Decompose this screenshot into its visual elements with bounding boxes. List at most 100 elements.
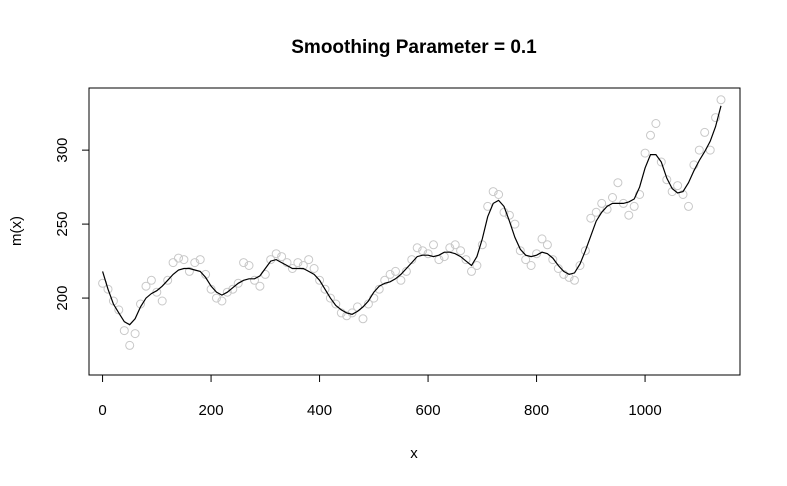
data-point <box>542 240 552 250</box>
data-point <box>336 308 346 318</box>
data-point <box>157 296 167 306</box>
x-tick-label: 200 <box>199 402 224 419</box>
data-point <box>694 145 704 155</box>
y-axis-label: m(x) <box>8 216 25 246</box>
data-point <box>597 198 607 208</box>
data-point <box>656 157 666 167</box>
x-tick-label: 1000 <box>628 402 661 419</box>
x-axis-label: x <box>410 445 418 462</box>
data-point <box>298 261 308 270</box>
data-point <box>255 281 265 291</box>
data-point <box>233 278 243 288</box>
data-point <box>130 329 140 339</box>
data-point <box>716 95 726 105</box>
data-point <box>407 255 417 265</box>
smooth-line-group <box>102 105 722 326</box>
data-point <box>250 275 259 285</box>
data-point <box>309 264 319 273</box>
data-point <box>320 284 330 294</box>
data-point <box>570 275 579 285</box>
data-point <box>705 145 715 155</box>
data-point <box>358 314 368 324</box>
scatter-points <box>98 95 726 350</box>
data-point <box>510 219 520 229</box>
data-point <box>195 255 205 265</box>
data-point <box>271 249 281 259</box>
data-point <box>608 193 617 202</box>
data-point <box>401 266 411 276</box>
data-point <box>499 207 509 217</box>
data-point <box>586 213 596 223</box>
data-point <box>423 249 433 259</box>
data-point <box>277 252 287 262</box>
data-point <box>190 258 200 268</box>
data-point <box>396 275 406 285</box>
data-point <box>342 311 352 321</box>
data-point <box>646 130 655 140</box>
x-tick-label: 0 <box>98 402 106 419</box>
data-point <box>293 258 303 268</box>
data-point <box>456 246 466 256</box>
chart-title: Smoothing Parameter = 0.1 <box>291 37 537 58</box>
data-point <box>146 275 156 285</box>
y-tick-label: 300 <box>54 138 71 163</box>
data-point <box>450 240 460 250</box>
data-point <box>575 261 585 270</box>
data-point <box>325 293 335 303</box>
data-point <box>125 340 135 350</box>
data-point <box>103 284 113 294</box>
data-point <box>331 299 341 309</box>
data-point <box>304 255 314 265</box>
data-point <box>532 249 542 259</box>
y-tick-label: 200 <box>54 286 71 311</box>
data-point <box>629 201 639 211</box>
data-point <box>673 181 683 191</box>
data-point <box>429 240 438 250</box>
data-point <box>613 178 623 188</box>
data-point <box>624 210 634 220</box>
x-axis-ticks: 0 200 400 600 800 1000 <box>98 375 662 419</box>
data-point <box>494 190 504 199</box>
data-point <box>504 210 514 220</box>
data-point <box>472 261 482 270</box>
data-point <box>315 275 325 285</box>
data-point <box>461 255 471 265</box>
data-point <box>174 253 183 263</box>
data-point <box>244 261 254 270</box>
data-point <box>548 255 558 265</box>
data-point <box>282 258 292 268</box>
data-point <box>239 258 249 268</box>
x-tick-label: 600 <box>416 402 441 419</box>
data-point <box>537 234 547 244</box>
x-tick-label: 400 <box>307 402 332 419</box>
data-point <box>412 243 422 253</box>
data-point <box>179 255 189 265</box>
data-point <box>222 287 232 297</box>
data-point <box>559 269 569 279</box>
data-point <box>391 266 400 276</box>
data-point <box>662 175 672 185</box>
data-point <box>580 246 590 256</box>
data-point <box>651 119 661 128</box>
data-point <box>564 272 574 282</box>
data-point <box>212 293 221 303</box>
data-point <box>711 113 721 123</box>
data-point <box>217 296 227 306</box>
data-point <box>184 266 194 276</box>
data-point <box>591 207 601 217</box>
y-tick-label: 250 <box>54 212 71 237</box>
data-point <box>228 284 238 294</box>
data-point <box>141 281 151 291</box>
y-axis-ticks: 200 250 300 <box>54 138 89 311</box>
data-point <box>467 266 476 276</box>
data-point <box>119 326 129 336</box>
data-point <box>602 204 612 214</box>
data-point <box>488 187 498 197</box>
smooth-line <box>102 105 722 326</box>
data-point <box>515 246 525 256</box>
data-point <box>163 275 173 285</box>
data-point <box>700 127 710 137</box>
data-point <box>526 261 536 270</box>
data-point <box>380 275 390 285</box>
